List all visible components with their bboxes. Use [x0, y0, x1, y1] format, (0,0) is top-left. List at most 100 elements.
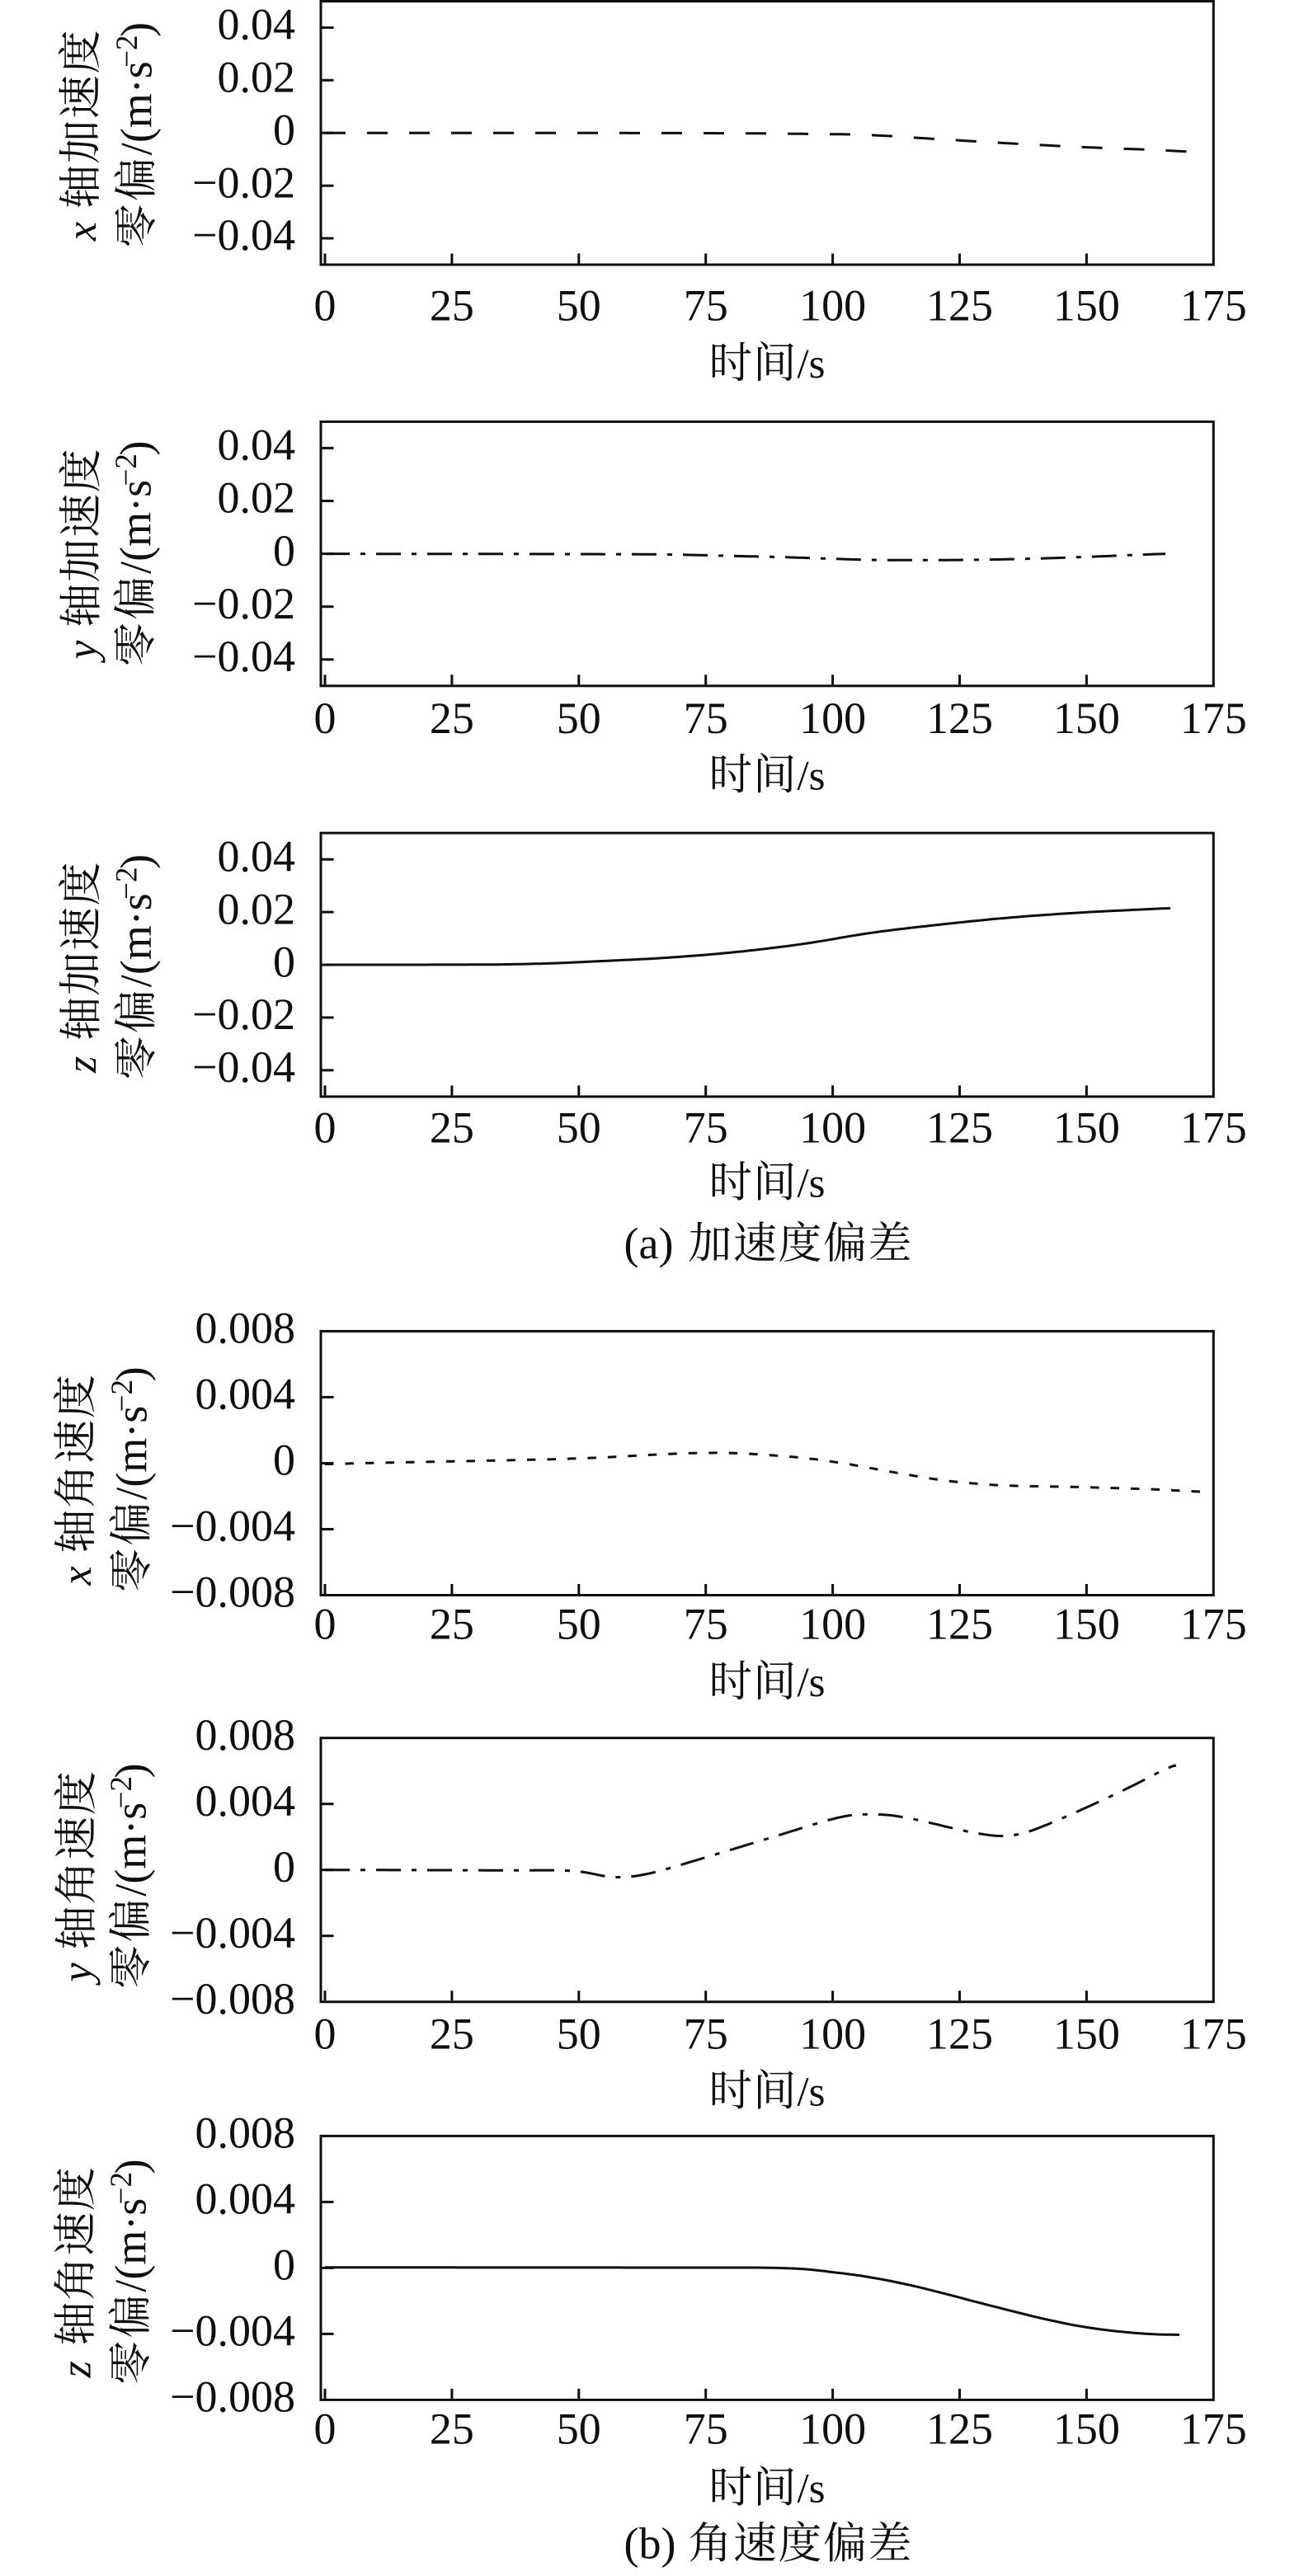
svg-text:100: 100 — [799, 2404, 866, 2454]
svg-text:0.004: 0.004 — [195, 1776, 296, 1826]
svg-text:100: 100 — [799, 1102, 866, 1152]
svg-text:100: 100 — [799, 693, 866, 743]
svg-text:−0.04: −0.04 — [192, 210, 295, 260]
svg-text:(a): (a) — [624, 1219, 674, 1268]
svg-text:25: 25 — [430, 2009, 474, 2058]
svg-text:50: 50 — [557, 2404, 601, 2454]
svg-text:0: 0 — [273, 526, 295, 576]
svg-text:−0.008: −0.008 — [170, 2372, 295, 2422]
svg-text:−0.004: −0.004 — [170, 1908, 295, 1958]
svg-text:0: 0 — [273, 937, 295, 986]
svg-text:/s: /s — [798, 2466, 826, 2513]
svg-text:75: 75 — [684, 2009, 728, 2058]
svg-text:125: 125 — [926, 2404, 993, 2454]
svg-text:z: z — [54, 2361, 101, 2378]
svg-text:z: z — [59, 1056, 106, 1074]
svg-text:75: 75 — [684, 693, 728, 743]
svg-text:0.04: 0.04 — [218, 831, 296, 881]
svg-text:−0.04: −0.04 — [192, 632, 295, 681]
svg-text:0.04: 0.04 — [218, 421, 296, 470]
svg-text:75: 75 — [684, 1102, 728, 1152]
svg-text:50: 50 — [557, 280, 601, 330]
svg-text:100: 100 — [799, 2009, 866, 2058]
svg-text:−2: −2 — [105, 2172, 139, 2204]
svg-text:/(m·s: /(m·s — [111, 61, 161, 155]
svg-text:/(m·s: /(m·s — [111, 893, 161, 987]
svg-text:y: y — [54, 1963, 101, 1986]
svg-text:0.004: 0.004 — [195, 1370, 296, 1419]
svg-text:50: 50 — [557, 2009, 601, 2058]
svg-text:175: 175 — [1180, 2009, 1247, 2058]
svg-text:125: 125 — [926, 1600, 993, 1649]
svg-text:150: 150 — [1053, 1600, 1120, 1649]
svg-text:25: 25 — [430, 280, 474, 330]
svg-text:/s: /s — [798, 1660, 826, 1706]
svg-text:−2: −2 — [111, 35, 144, 67]
svg-text:175: 175 — [1180, 1600, 1247, 1649]
svg-text:−0.004: −0.004 — [170, 1502, 295, 1551]
svg-text:−2: −2 — [106, 1380, 139, 1412]
svg-text:0: 0 — [273, 105, 295, 154]
svg-text:−0.04: −0.04 — [192, 1042, 295, 1092]
svg-text:x: x — [59, 222, 106, 242]
svg-text:−0.02: −0.02 — [192, 157, 295, 207]
svg-text:0.04: 0.04 — [218, 0, 296, 49]
svg-text:0.008: 0.008 — [195, 2108, 296, 2158]
svg-text:0.02: 0.02 — [218, 473, 296, 523]
svg-text:−2: −2 — [110, 454, 144, 486]
svg-text:): ) — [111, 22, 161, 37]
svg-text:125: 125 — [926, 280, 993, 330]
svg-text:0.02: 0.02 — [218, 884, 296, 933]
svg-text:75: 75 — [684, 2404, 728, 2454]
svg-text:150: 150 — [1053, 693, 1120, 743]
svg-text:0.02: 0.02 — [218, 53, 296, 102]
svg-text:0: 0 — [273, 1436, 295, 1485]
svg-text:25: 25 — [430, 1102, 474, 1152]
svg-text:): ) — [111, 854, 161, 869]
svg-text:25: 25 — [430, 2404, 474, 2454]
svg-text:/(m·s: /(m·s — [106, 1406, 156, 1500]
svg-text:−0.004: −0.004 — [170, 2306, 295, 2356]
svg-text:100: 100 — [799, 1600, 866, 1649]
svg-text:100: 100 — [799, 280, 866, 330]
svg-text:0: 0 — [314, 2009, 337, 2058]
svg-text:125: 125 — [926, 693, 993, 743]
svg-text:−0.008: −0.008 — [170, 1568, 295, 1617]
svg-text:/(m·s: /(m·s — [106, 2198, 156, 2292]
svg-text:): ) — [106, 1763, 156, 1778]
svg-text:0: 0 — [314, 2404, 337, 2454]
svg-text:125: 125 — [926, 2009, 993, 2058]
svg-text:0: 0 — [273, 2240, 295, 2290]
svg-text:0.008: 0.008 — [195, 1710, 296, 1760]
svg-text:175: 175 — [1180, 2404, 1247, 2454]
svg-text:−0.02: −0.02 — [192, 579, 295, 628]
svg-text:−0.008: −0.008 — [170, 1974, 295, 2024]
svg-text:0: 0 — [314, 1600, 337, 1649]
svg-text:50: 50 — [557, 693, 601, 743]
svg-text:y: y — [59, 640, 106, 664]
svg-text:/s: /s — [798, 1161, 826, 1207]
svg-text:0.008: 0.008 — [195, 1304, 296, 1353]
svg-text:0: 0 — [273, 1842, 295, 1892]
svg-text:−2: −2 — [111, 867, 144, 899]
svg-text:x: x — [54, 1566, 101, 1586]
svg-text:/s: /s — [798, 341, 826, 388]
svg-text:25: 25 — [430, 693, 474, 743]
svg-text:0: 0 — [314, 1102, 337, 1152]
svg-text:/s: /s — [798, 2069, 826, 2115]
svg-text:−0.02: −0.02 — [192, 990, 295, 1039]
svg-text:/(m·s: /(m·s — [106, 1803, 156, 1897]
svg-text:150: 150 — [1053, 2404, 1120, 2454]
svg-text:/s: /s — [798, 753, 826, 799]
svg-text:175: 175 — [1180, 693, 1247, 743]
svg-text:75: 75 — [684, 280, 728, 330]
svg-text:): ) — [106, 2159, 156, 2174]
svg-text:−2: −2 — [105, 1776, 139, 1808]
svg-text:25: 25 — [430, 1600, 474, 1649]
svg-text:0.004: 0.004 — [195, 2174, 296, 2224]
svg-text:75: 75 — [684, 1600, 728, 1649]
svg-text:): ) — [111, 441, 160, 456]
svg-text:0: 0 — [314, 280, 337, 330]
svg-text:0: 0 — [314, 693, 337, 743]
svg-text:150: 150 — [1053, 1102, 1120, 1152]
